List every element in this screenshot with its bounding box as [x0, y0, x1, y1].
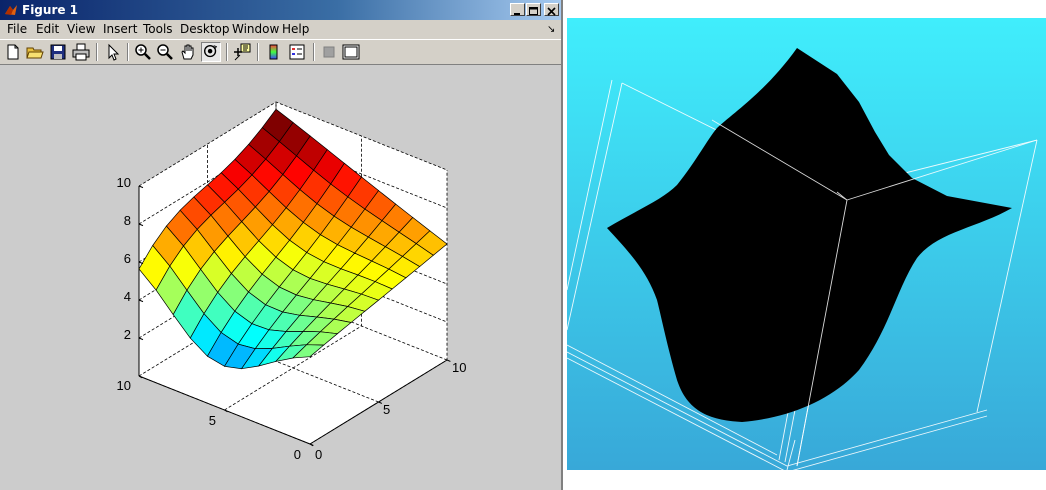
open-button[interactable] [25, 42, 45, 62]
print-icon [72, 43, 90, 61]
save-button[interactable] [48, 42, 68, 62]
data-cursor-icon [234, 43, 251, 61]
save-icon [50, 44, 66, 60]
close-button[interactable] [544, 3, 559, 16]
menu-help[interactable]: Help [282, 22, 310, 36]
zoom-out-icon [157, 44, 173, 60]
toolbar-separator [96, 43, 98, 61]
menu-bar: File Edit View Insert Tools Desktop Wind… [0, 20, 561, 39]
colorbar-button[interactable] [264, 42, 284, 62]
legend-button[interactable] [287, 42, 307, 62]
z-tick-label: 2 [124, 327, 131, 342]
maximize-icon [529, 7, 538, 15]
menu-overflow-arrow[interactable]: ↘ [547, 24, 556, 35]
pan-button[interactable] [178, 42, 198, 62]
toolbar-separator [257, 43, 259, 61]
minimize-icon [514, 13, 520, 15]
pan-hand-icon [181, 44, 194, 60]
rotate-3d-button[interactable] [201, 42, 221, 62]
surface-mesh [138, 108, 448, 370]
menu-file[interactable]: File [7, 22, 28, 36]
menu-tools[interactable]: Tools [143, 22, 173, 36]
maximize-button[interactable] [526, 3, 541, 16]
y-tick-label: 5 [209, 413, 216, 428]
menu-desktop[interactable]: Desktop [180, 22, 230, 36]
show-plot-tools-button[interactable] [341, 42, 361, 62]
menu-edit[interactable]: Edit [36, 22, 60, 36]
axes-box-front [138, 185, 451, 447]
select-arrow-button[interactable] [103, 42, 123, 62]
close-icon [547, 7, 556, 16]
x-tick-label: 10 [452, 360, 466, 375]
figure-toolbar [0, 39, 561, 65]
zoom-in-icon [135, 44, 151, 60]
z-tick-mark [138, 223, 144, 227]
x-tick-label: 5 [383, 402, 390, 417]
surface-plot-axes[interactable]: 10 8 6 4 2 10 5 0 0 5 10 [0, 65, 561, 490]
surface-patch [291, 344, 325, 359]
x-tick-label: 0 [315, 447, 322, 462]
new-file-button[interactable] [3, 42, 23, 62]
title-bar[interactable]: Figure 1 [0, 0, 561, 20]
matlab-logo-icon [5, 5, 17, 15]
toolbar-separator [127, 43, 129, 61]
z-tick-label: 6 [124, 251, 131, 266]
figure-window: Figure 1 File Edit View Insert Tools Des… [0, 0, 563, 490]
render-panel [567, 18, 1046, 473]
y-tick-mark [224, 409, 228, 413]
z-tick-mark [138, 299, 144, 303]
open-folder-icon [26, 47, 44, 59]
menu-window[interactable]: Window [232, 22, 280, 36]
legend-icon [289, 44, 305, 60]
y-tick-mark [138, 375, 143, 379]
toolbar-separator [313, 43, 315, 61]
z-tick-label: 4 [124, 289, 131, 304]
colorbar-icon [269, 44, 278, 60]
wireframe-front [711, 119, 1038, 467]
new-file-icon [7, 44, 19, 60]
x-tick-mark [378, 401, 383, 404]
menu-insert[interactable]: Insert [103, 22, 138, 36]
menu-view[interactable]: View [67, 22, 96, 36]
y-tick-label: 0 [294, 447, 301, 462]
toolbar-separator [226, 43, 228, 61]
show-plot-tools-icon [342, 44, 360, 60]
y-tick-label: 10 [117, 378, 131, 393]
hide-plot-tools-icon [323, 46, 335, 58]
data-cursor-button[interactable] [232, 42, 252, 62]
minimize-button[interactable] [510, 3, 525, 16]
print-button[interactable] [71, 42, 91, 62]
z-tick-mark [138, 185, 144, 189]
x-tick-mark [446, 359, 451, 362]
rotate-3d-icon [204, 45, 218, 58]
y-tick-mark [309, 443, 314, 447]
zoom-in-button[interactable] [133, 42, 153, 62]
axes-ticks: 10 8 6 4 2 10 5 0 0 5 10 [117, 175, 467, 462]
zoom-out-button[interactable] [155, 42, 175, 62]
z-tick-label: 8 [124, 213, 131, 228]
z-tick-mark [138, 337, 144, 341]
black-surface-shape [607, 48, 1012, 422]
z-tick-label: 10 [117, 175, 131, 190]
window-title: Figure 1 [22, 3, 79, 17]
hide-plot-tools-button[interactable] [319, 42, 339, 62]
arrow-select-icon [108, 43, 120, 61]
z-tick-mark [138, 261, 144, 265]
